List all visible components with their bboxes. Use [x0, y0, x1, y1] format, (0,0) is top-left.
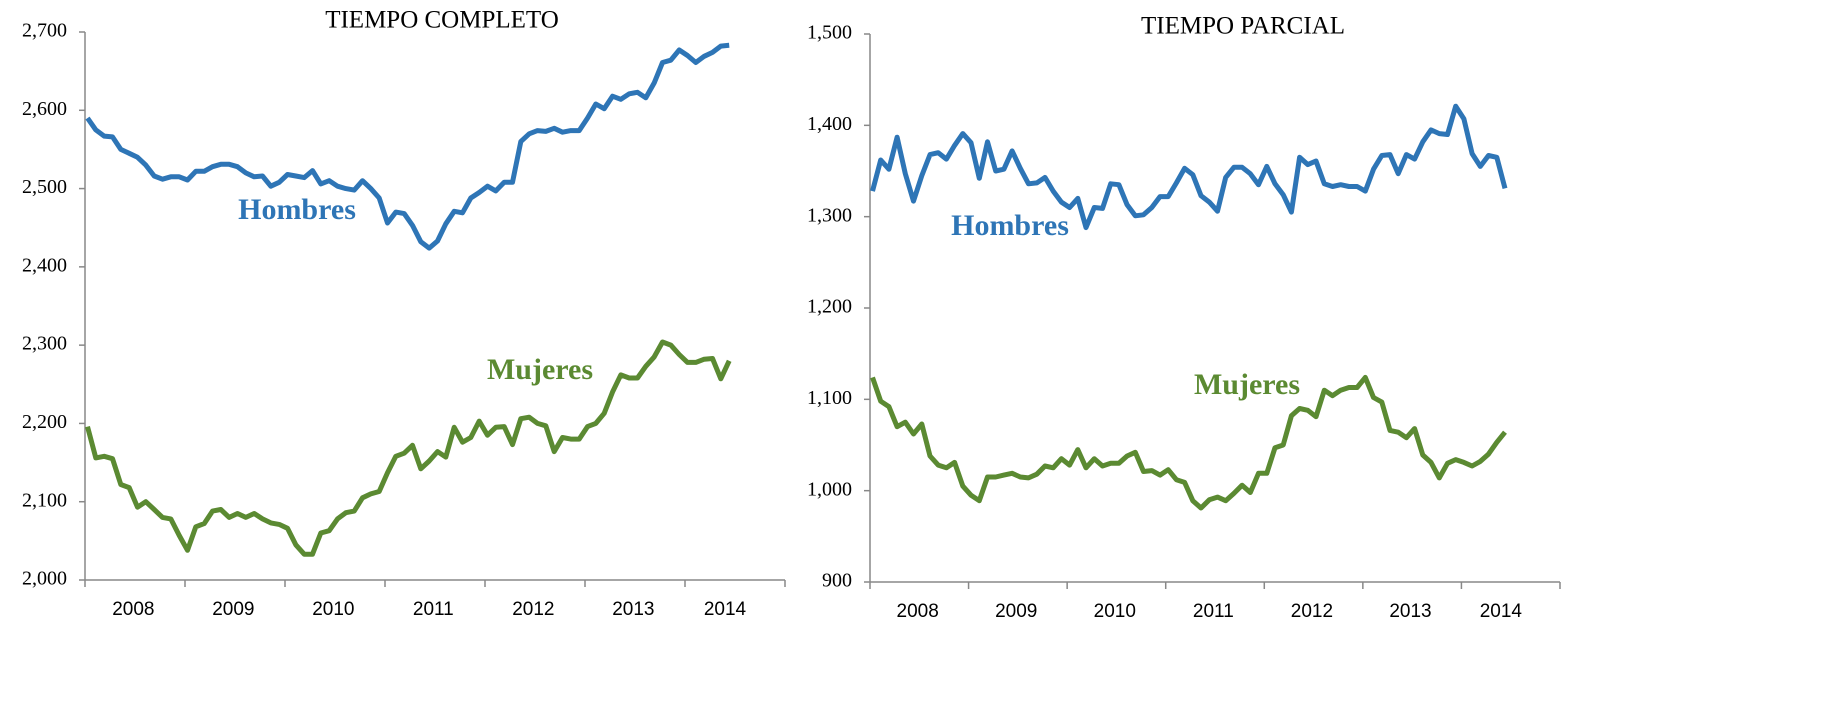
y-tick-label: 1,100 [807, 387, 852, 409]
y-tick-label: 1,400 [807, 113, 852, 135]
x-tick-label: 2012 [1291, 601, 1333, 622]
y-tick-label: 2,200 [22, 411, 67, 433]
series-label: Mujeres [487, 353, 593, 386]
series-label: Hombres [951, 209, 1069, 242]
y-tick-label: 1,500 [807, 22, 852, 44]
x-tick-label: 2012 [512, 599, 554, 620]
x-tick-label: 2011 [1193, 601, 1234, 622]
series-label: Mujeres [1194, 368, 1300, 401]
x-tick-label: 2014 [704, 599, 747, 620]
chart-title: TIEMPO PARCIAL [1141, 13, 1345, 40]
chart-title: TIEMPO COMPLETO [325, 7, 559, 34]
y-tick-label: 2,400 [22, 254, 67, 276]
x-tick-label: 2008 [112, 599, 154, 620]
y-tick-label: 1,200 [807, 296, 852, 318]
x-tick-label: 2014 [1480, 601, 1523, 622]
y-tick-label: 2,000 [22, 568, 67, 590]
y-tick-label: 2,300 [22, 333, 67, 355]
y-tick-label: 2,700 [22, 20, 67, 42]
x-tick-label: 2013 [612, 599, 654, 620]
y-tick-label: 2,600 [22, 98, 67, 120]
y-tick-label: 1,000 [807, 478, 852, 500]
x-tick-label: 2009 [995, 601, 1037, 622]
x-tick-label: 2010 [1094, 601, 1136, 622]
series-line [870, 374, 1507, 511]
series-line [870, 103, 1508, 231]
x-tick-label: 2011 [413, 599, 454, 620]
x-tick-label: 2009 [212, 599, 254, 620]
y-tick-label: 900 [822, 570, 852, 592]
y-tick-label: 2,100 [22, 489, 67, 511]
x-tick-label: 2013 [1389, 601, 1431, 622]
series-line [85, 42, 730, 251]
y-tick-label: 2,500 [22, 176, 67, 198]
series-line [85, 339, 732, 557]
x-tick-label: 2010 [312, 599, 354, 620]
y-tick-label: 1,300 [807, 204, 852, 226]
series-label: Hombres [238, 193, 356, 226]
x-tick-label: 2008 [897, 601, 939, 622]
